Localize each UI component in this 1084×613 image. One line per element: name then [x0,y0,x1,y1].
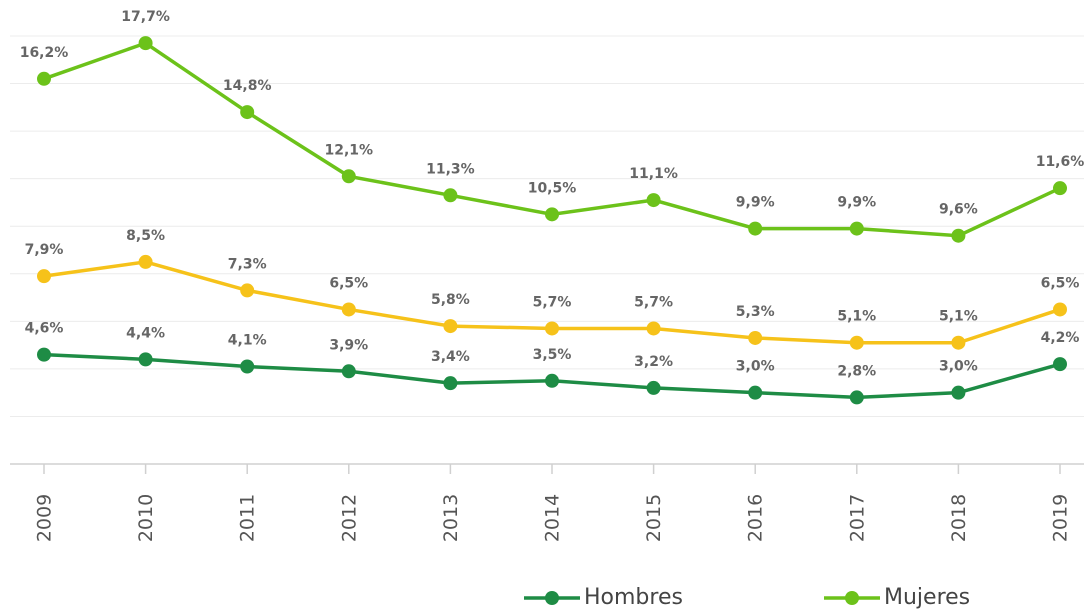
data-point [37,269,51,284]
data-label: 10,5% [528,180,577,196]
data-point [138,352,153,367]
data-point [646,193,661,208]
legend-label: Mujeres [884,585,970,610]
data-label: 12,1% [325,142,374,158]
data-point [849,221,864,236]
data-label: 4,2% [1041,330,1080,346]
x-tick-label: 2016 [745,494,767,542]
data-point [341,302,356,317]
data-label: 9,9% [837,195,876,211]
data-point [1053,181,1067,196]
x-tick-label: 2019 [1050,494,1072,542]
data-point [37,347,51,362]
data-point [240,359,255,374]
data-point [1053,357,1067,372]
data-point [951,228,966,243]
x-tick-label: 2014 [542,494,564,542]
data-point [240,105,255,120]
data-label: 3,9% [329,337,368,353]
x-tick-label: 2010 [135,494,157,542]
data-point [849,335,864,350]
data-point [748,330,763,345]
data-point [849,390,864,405]
x-tick-label: 2009 [34,494,56,542]
legend-marker [545,591,559,605]
data-label: 3,0% [939,359,978,375]
data-label: 6,5% [329,275,368,291]
data-point [138,254,153,269]
data-label: 7,3% [228,256,267,272]
data-point [646,321,661,336]
legend-item: Hombres [524,585,683,610]
data-label: 5,7% [533,294,572,310]
data-label: 9,6% [939,202,978,218]
data-label: 11,1% [629,166,678,182]
data-label: 9,9% [736,195,775,211]
data-label: 5,1% [837,309,876,325]
data-label: 17,7% [121,9,170,25]
x-tick-label: 2015 [643,494,665,542]
x-tick-label: 2017 [846,494,868,542]
data-label: 7,9% [25,242,64,258]
data-point [443,188,458,203]
data-point [341,169,356,184]
data-label: 5,8% [431,292,470,308]
series-line [43,41,1061,238]
data-point [951,385,966,400]
x-tick-label: 2012 [338,494,360,542]
legend-item: Mujeres [824,585,970,610]
data-point [341,364,356,379]
data-label: 5,7% [634,294,673,310]
data-point [443,376,458,391]
x-tick-label: 2018 [948,494,970,542]
data-point [646,380,661,395]
data-point [443,319,458,334]
legend-marker [845,591,859,605]
data-label: 16,2% [20,45,69,61]
data-label: 14,8% [223,78,272,94]
data-label: 6,5% [1041,275,1080,291]
data-point [545,321,559,336]
data-label: 8,5% [126,228,165,244]
data-label: 11,3% [426,161,475,177]
data-point [951,335,966,350]
x-tick-label: 2011 [237,494,259,542]
data-label: 11,6% [1036,154,1084,170]
data-label: 4,1% [228,333,267,349]
data-label: 3,4% [431,349,470,365]
data-label: 3,5% [533,347,572,363]
data-label: 2,8% [837,363,876,379]
data-point [37,71,51,86]
data-label: 4,6% [25,321,64,337]
data-point [240,283,255,298]
x-tick-label: 2013 [440,494,462,542]
data-label: 5,3% [736,304,775,320]
legend-label: Hombres [584,585,683,610]
data-point [138,36,153,51]
data-point [545,373,559,388]
data-point [748,221,763,236]
data-point [1053,302,1067,317]
data-label: 5,1% [939,309,978,325]
data-label: 4,4% [126,325,165,341]
data-point [545,207,559,222]
data-point [748,385,763,400]
data-label: 3,0% [736,359,775,375]
data-label: 3,2% [634,354,673,370]
